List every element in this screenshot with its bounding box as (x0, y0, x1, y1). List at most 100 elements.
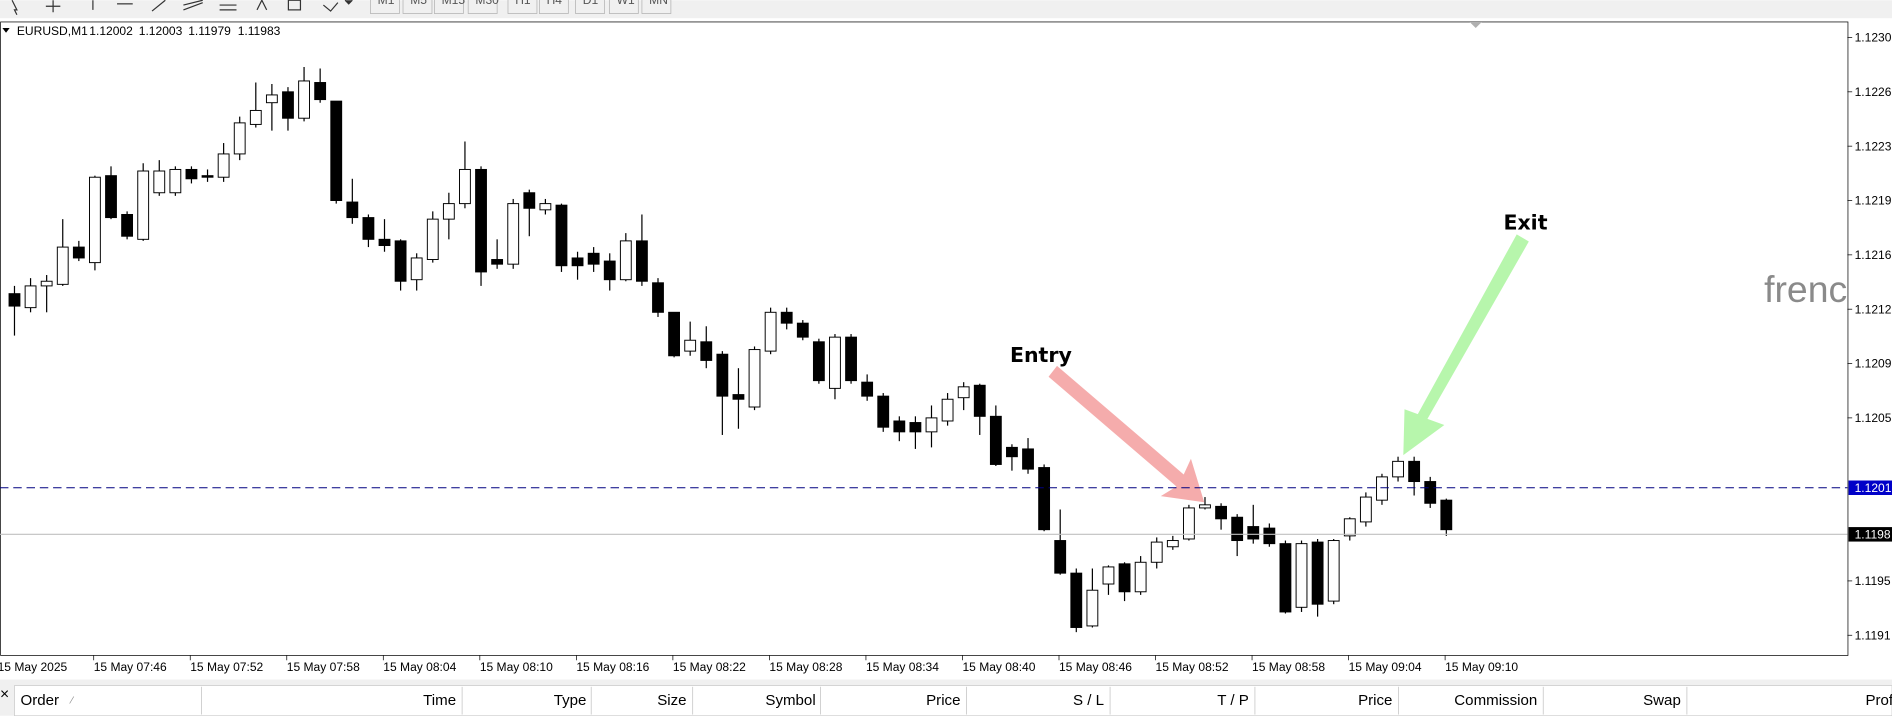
bull-candle-body (265, 94, 278, 104)
plot: frenc (8, 66, 1847, 633)
bear-candle-body (1279, 543, 1292, 613)
bear-candle-body (1231, 516, 1244, 542)
timeframe-button[interactable] (402, 0, 433, 14)
x-tick-label: 15 May 09:04 (1349, 660, 1422, 674)
column-header[interactable]: T / P (1217, 692, 1249, 709)
timeframe-button[interactable] (575, 0, 605, 14)
x-tick-label: 15 May 08:04 (383, 660, 456, 674)
timeframe-button[interactable] (434, 0, 464, 14)
bear-candle-body (362, 217, 375, 240)
bear-candle-body (989, 415, 1002, 465)
ask-label: 1.1201 (1855, 481, 1892, 495)
timeframe-button[interactable] (467, 0, 498, 14)
timeframe-label[interactable]: H1 (515, 0, 531, 7)
timeframe-label[interactable]: M5 (410, 0, 427, 7)
y-tick-label: 1.1216 (1855, 248, 1892, 262)
column-header[interactable]: Price (1358, 692, 1392, 709)
bull-candle-body (233, 122, 246, 155)
timeframe-label[interactable]: MN (649, 0, 668, 7)
entry-arrow (1048, 365, 1205, 503)
bull-candle-body (24, 285, 37, 309)
bull-candle-body (539, 203, 552, 211)
shift-marker (1469, 21, 1482, 28)
y-tick-label: 1.1209 (1855, 357, 1892, 371)
bull-candle-body (56, 246, 69, 285)
y-tick-label: 1.1212 (1855, 302, 1892, 316)
column-header[interactable]: Commission (1454, 692, 1537, 709)
column-header[interactable]: Swap (1643, 692, 1681, 709)
timeframe-label[interactable]: M1 (378, 0, 395, 7)
bear-candle-body (603, 260, 616, 281)
watermark: frenc (1764, 268, 1847, 310)
bear-candle-body (475, 168, 487, 273)
timeframe-label[interactable]: D1 (583, 0, 599, 7)
bull-candle-body (1327, 540, 1340, 602)
bear-candle-body (1424, 481, 1437, 504)
bear-candle-body (861, 381, 874, 397)
timeframe-label[interactable]: M15 (442, 0, 466, 7)
bid-label: 1.1198 (1855, 528, 1891, 542)
timeframe-label[interactable]: W1 (617, 0, 635, 7)
ohlc-low: 1.11979 (188, 24, 231, 38)
bear-candle-body (1215, 505, 1227, 520)
bear-candle-body (587, 252, 600, 265)
bull-candle-body (442, 203, 455, 220)
bear-candle-body (1247, 526, 1260, 540)
column-header[interactable]: Time (423, 692, 456, 709)
bull-candle-body (1086, 589, 1099, 627)
y-tick-label: 1.1230 (1855, 31, 1892, 45)
column-header[interactable]: Symbol (765, 692, 815, 709)
bear-candle-body (877, 395, 890, 428)
bear-candle-body (330, 100, 343, 201)
close-button[interactable]: × (0, 686, 9, 703)
bear-candle-body (394, 240, 407, 282)
bull-candle-body (941, 398, 954, 422)
x-tick-label: 15 May 08:58 (1252, 660, 1325, 674)
y-tick-label: 1.1195 (1855, 574, 1891, 588)
x-tick-label: 15 May 08:28 (769, 660, 842, 674)
x-tick-label: 15 May 08:22 (673, 660, 746, 674)
y-tick-label: 1.1223 (1855, 139, 1892, 153)
bull-candle-body (684, 339, 697, 352)
y-tick-label: 1.1191 (1855, 628, 1891, 642)
bear-candle-body (812, 341, 825, 382)
bear-candle-body (121, 213, 134, 237)
bull-candle-body (957, 386, 970, 399)
timeframe-button[interactable] (539, 0, 569, 14)
column-header[interactable]: Price (926, 692, 960, 709)
x-tick-label: 15 May 08:10 (480, 660, 553, 674)
exit-arrow (1403, 234, 1529, 456)
x-tick-label: 15 May 08:34 (866, 660, 939, 674)
column-header[interactable]: S / L (1073, 692, 1104, 709)
timeframe-button[interactable] (370, 0, 400, 14)
bull-candle-body (249, 109, 262, 125)
y-tick-label: 1.1205 (1855, 411, 1892, 425)
bull-candle-body (40, 280, 53, 287)
bull-candle-body (410, 257, 423, 281)
bear-candle-body (1408, 460, 1421, 483)
bear-candle-body (716, 353, 729, 397)
timeframe-button[interactable] (507, 0, 538, 14)
column-header[interactable]: Order (21, 692, 60, 709)
x-tick-label: 15 May 07:58 (287, 660, 360, 674)
bear-candle-body (8, 293, 21, 307)
column-header[interactable]: Prof (1865, 692, 1892, 709)
bull-candle-body (459, 168, 471, 205)
bear-candle-body (652, 282, 664, 313)
bear-candle-body (780, 311, 793, 324)
bull-candle-body (153, 170, 166, 194)
bull-candle-body (1150, 541, 1163, 563)
column-header[interactable]: Type (554, 692, 587, 709)
bull-candle-body (89, 176, 101, 264)
x-tick-label: 15 May 08:52 (1156, 660, 1229, 674)
timeframe-label[interactable]: M30 (475, 0, 499, 7)
bull-candle-body (169, 168, 182, 194)
y-tick-label: 1.1226 (1855, 85, 1892, 99)
timeframe-button[interactable] (608, 0, 639, 14)
bear-candle-body (201, 175, 214, 178)
timeframe-button[interactable] (641, 0, 672, 14)
bear-candle-body (346, 201, 359, 219)
timeframe-label[interactable]: H4 (547, 0, 563, 7)
column-header[interactable]: Size (657, 692, 686, 709)
